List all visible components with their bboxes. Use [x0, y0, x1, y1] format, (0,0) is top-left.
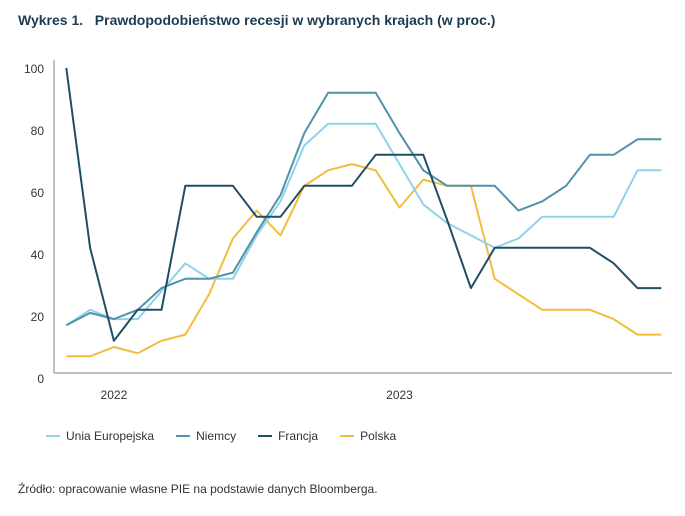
y-tick-label: 40: [31, 248, 45, 262]
title-text: Prawdopodobieństwo recesji w wybranych k…: [94, 12, 496, 28]
legend-swatch: [258, 435, 273, 437]
legend-swatch: [340, 435, 355, 437]
legend-item: Niemcy: [176, 429, 236, 443]
y-tick-label: 20: [31, 310, 45, 324]
series-line-unia-europejska: [65, 122, 662, 327]
legend-item: Polska: [340, 429, 396, 443]
legend-label: Francja: [278, 429, 319, 443]
y-tick-label: 80: [31, 124, 45, 138]
legend: Unia Europejska Niemcy Francja Polska: [46, 429, 396, 443]
source-note: Źródło: opracowanie własne PIE na podsta…: [18, 482, 378, 496]
chart-title: Wykres 1. Prawdopodobieństwo recesji w w…: [18, 12, 495, 28]
legend-item: Francja: [258, 429, 318, 443]
y-tick-label: 0: [37, 372, 44, 386]
figure-number: Wykres 1.: [18, 12, 84, 28]
legend-swatch: [176, 435, 191, 437]
legend-label: Polska: [360, 429, 397, 443]
x-tick-label: 2023: [386, 388, 413, 402]
series-line-polska: [66, 163, 662, 358]
y-tick-label: 100: [24, 62, 44, 76]
legend-label: Unia Europejska: [66, 429, 155, 443]
series-line-francja: [65, 67, 662, 342]
y-tick-label: 60: [31, 186, 45, 200]
legend-item: Unia Europejska: [46, 429, 154, 443]
legend-label: Niemcy: [196, 429, 237, 443]
series-line-niemcy: [65, 91, 662, 327]
plot-area: 0 20 40 60 80 100 2022 2023: [24, 60, 672, 402]
legend-swatch: [46, 435, 60, 437]
x-tick-label: 2022: [101, 388, 128, 402]
